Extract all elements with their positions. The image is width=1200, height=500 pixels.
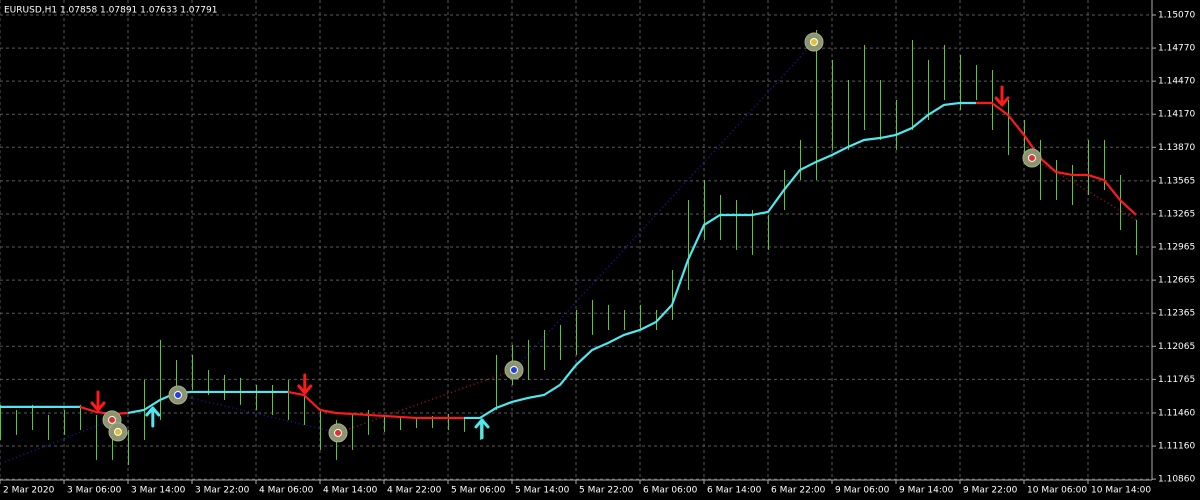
ma-line [287,390,464,420]
signal-dot [510,365,518,374]
signal-dot [810,38,818,47]
y-tick-label: 1.15070 [1158,10,1195,20]
x-tick-label: 5 Mar 22:00 [579,486,634,496]
y-tick-label: 1.13870 [1158,143,1195,153]
x-tick-label: 5 Mar 06:00 [451,486,506,496]
x-tick-label: 10 Mar 14:00 [1091,486,1151,496]
y-tick-label: 1.14470 [1158,77,1195,87]
signal-arrow [474,418,490,440]
ma-line [464,101,976,420]
ma-line [976,101,1137,216]
x-tick-label: 3 Mar 14:00 [131,486,186,496]
x-tick-label: 6 Mar 14:00 [707,486,762,496]
y-tick-label: 1.14770 [1158,44,1195,54]
x-tick-label: 4 Mar 22:00 [387,486,442,496]
y-tick-label: 1.11765 [1158,375,1195,385]
x-tick-label: 3 Mar 22:00 [195,486,250,496]
signal-arrow [90,390,106,412]
signal-arrow [145,406,161,428]
signal-arrow [994,85,1010,107]
x-tick-label: 9 Mar 22:00 [963,486,1018,496]
ma-line [79,405,129,416]
y-tick-label: 1.11460 [1158,408,1195,418]
chart-title: EURUSD,H1 1.07858 1.07891 1.07633 1.0779… [4,6,217,16]
signal-dot [114,427,122,436]
y-tick-label: 1.12065 [1158,342,1195,352]
signal-arrow [297,373,313,395]
y-tick-label: 1.13265 [1158,209,1195,219]
x-tick-label: 9 Mar 06:00 [835,486,890,496]
x-tick-label: 4 Mar 06:00 [259,486,314,496]
x-tick-label: 10 Mar 06:00 [1027,486,1087,496]
x-tick-label: 5 Mar 14:00 [515,486,570,496]
y-tick-label: 1.12665 [1158,276,1195,286]
ma-line [127,390,288,415]
y-tick-label: 1.10860 [1158,475,1195,485]
x-tick-label: 6 Mar 22:00 [771,486,826,496]
y-tick-label: 1.13565 [1158,176,1195,186]
x-tick-label: 2 Mar 2020 [3,486,55,496]
x-tick-label: 4 Mar 14:00 [323,486,378,496]
x-tick-label: 6 Mar 06:00 [643,486,698,496]
y-tick-label: 1.14170 [1158,110,1195,120]
signal-dot [108,415,116,424]
zigzag-line [1031,157,1137,221]
signal-dot [334,428,342,437]
y-tick-label: 1.12365 [1158,309,1195,319]
y-tick-label: 1.12965 [1158,243,1195,253]
x-tick-label: 9 Mar 14:00 [899,486,954,496]
y-tick-label: 1.11160 [1158,442,1195,452]
signal-dot [174,391,182,400]
x-tick-label: 3 Mar 06:00 [67,486,122,496]
signal-dot [1028,153,1036,162]
